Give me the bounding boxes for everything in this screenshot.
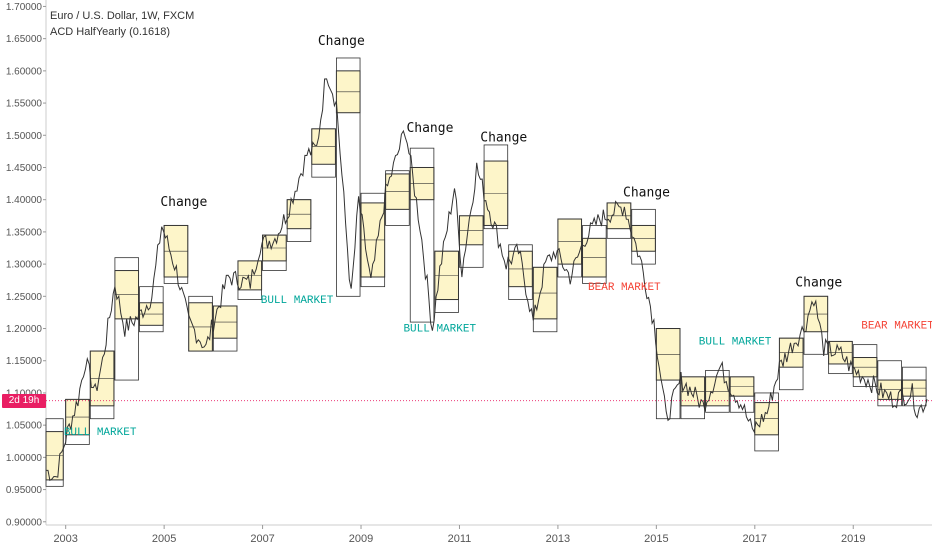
bear-annotation: BEAR MARKET (861, 321, 932, 333)
bear-annotation: BEAR MARKET (588, 282, 661, 294)
current-price-label: 2d 19h (2, 393, 46, 408)
y-tick-label: 1.35000 (6, 227, 43, 238)
x-tick-label: 2011 (448, 533, 472, 545)
y-tick-label: 1.25000 (6, 292, 43, 303)
y-tick-label: 1.65000 (6, 34, 43, 45)
bull-annotation: BULL MARKET (261, 295, 334, 307)
indicator-title: ACD HalfYearly (0.1618) (50, 26, 171, 38)
change-annotation: Change (623, 185, 670, 200)
acd-outer-box (409, 147, 435, 323)
x-tick-label: 2017 (743, 533, 767, 545)
y-tick-label: 0.90000 (6, 517, 43, 528)
price-line (46, 78, 928, 482)
x-tick-label: 2003 (53, 533, 77, 545)
change-annotation: Change (480, 131, 527, 146)
change-annotation: Change (795, 276, 842, 291)
y-tick-label: 1.55000 (6, 99, 43, 110)
y-tick-label: 1.30000 (6, 260, 43, 271)
y-tick-label: 1.50000 (6, 131, 43, 142)
x-tick-label: 2019 (841, 533, 865, 545)
chart-legend: Euro / U.S. Dollar, 1W, FXCM ACD HalfYea… (50, 8, 194, 40)
x-tick-label: 2015 (644, 533, 668, 545)
change-annotation: Change (318, 34, 365, 49)
y-tick-label: 1.15000 (6, 356, 43, 367)
change-annotation: Change (160, 195, 207, 210)
y-tick-label: 1.45000 (6, 163, 43, 174)
y-tick-label: 1.00000 (6, 453, 43, 464)
y-tick-label: 1.20000 (6, 324, 43, 335)
acd-outer-box (336, 57, 361, 297)
change-annotation: Change (406, 121, 453, 136)
symbol-title: Euro / U.S. Dollar, 1W, FXCM (50, 10, 195, 22)
bull-annotation: BULL MARKET (64, 427, 137, 439)
y-tick-label: 0.95000 (6, 485, 43, 496)
annotations: Change Change Change Change Change Change BULL… (64, 34, 932, 439)
y-axis: 0.900000.950001.000001.050001.100001.150… (6, 0, 47, 528)
x-axis: 2003 2005 2007 2009 2011 2013 2015 2017 2019 (46, 524, 932, 545)
x-tick-label: 2009 (349, 533, 373, 545)
price-series (46, 78, 928, 482)
y-tick-label: 1.40000 (6, 195, 43, 206)
x-tick-label: 2005 (152, 533, 176, 545)
y-tick-label: 1.05000 (6, 421, 43, 432)
acd-boxes (45, 57, 927, 487)
x-tick-label: 2007 (250, 533, 274, 545)
y-tick-label: 1.60000 (6, 66, 43, 77)
bull-annotation: BULL MARKET (699, 337, 772, 349)
bull-annotation: BULL MARKET (403, 324, 476, 336)
y-tick-label: 1.70000 (6, 2, 43, 13)
x-tick-label: 2013 (546, 533, 570, 545)
